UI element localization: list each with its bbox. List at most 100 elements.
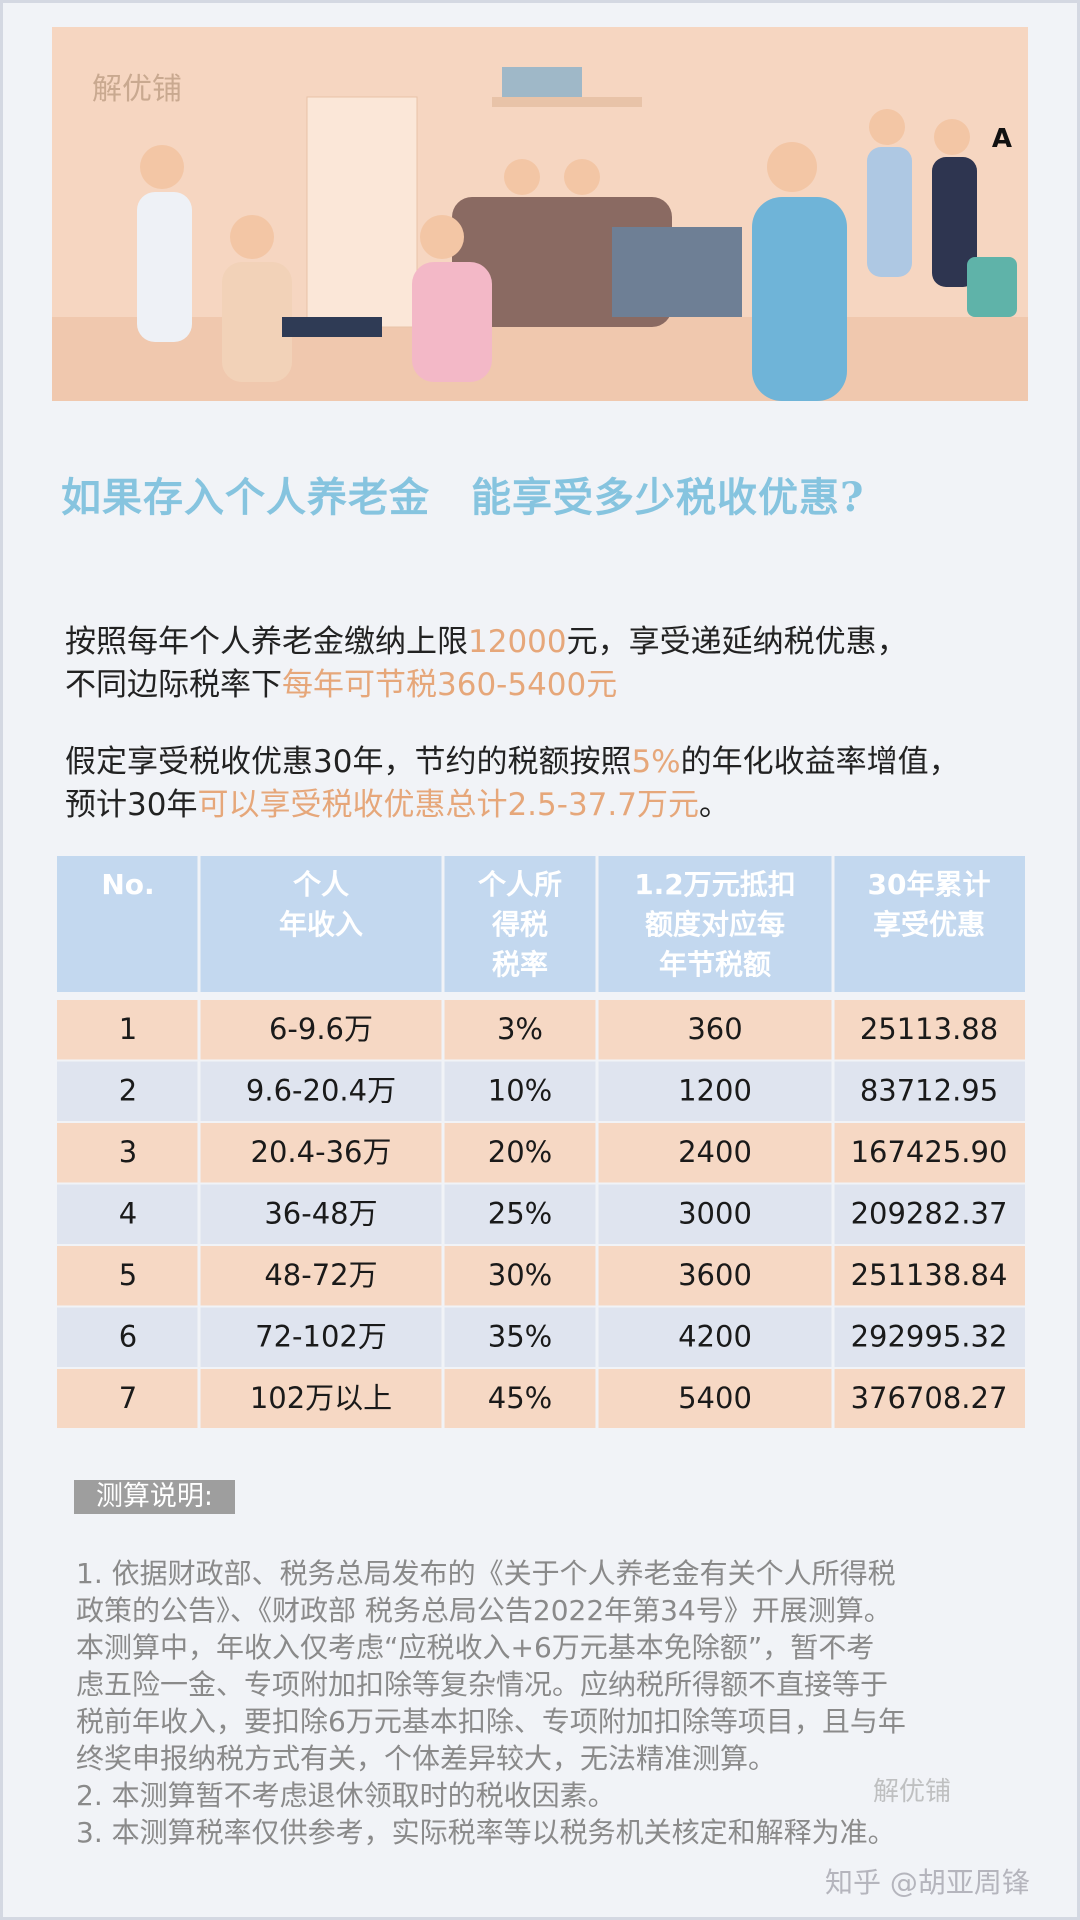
figure [932, 157, 977, 287]
tv-stand [612, 227, 742, 317]
brand-watermark: 解优铺 [92, 72, 182, 107]
cell: 83712.95 [860, 1073, 998, 1107]
header-cell: 享受优惠 [873, 908, 985, 941]
notes-heading: 测算说明: [74, 1480, 235, 1514]
note-line: 政策的公告》、《财政部 税务总局公告2022年第34号》开展测算。 [76, 1594, 892, 1627]
cell: 1 [119, 1012, 137, 1046]
paragraph-line: 按照每年个人养老金缴纳上限12000元，享受递延纳税优惠， [65, 621, 908, 664]
illustration: 解优铺 A [52, 27, 1028, 401]
header-cell: 个人 [293, 868, 349, 901]
paragraph-line: 假定享受税收优惠30年，节约的税额按照5%的年化收益率增值， [65, 741, 960, 784]
cell: 6 [119, 1319, 137, 1353]
note-line: 1. 依据财政部、税务总局发布的《关于个人养老金有关个人所得税 [76, 1557, 896, 1590]
body-text: 预计30年 [65, 787, 198, 823]
note-line: 2. 本测算暂不考虑退休领取时的税收因素。 [76, 1779, 616, 1812]
figure [420, 215, 464, 259]
watermark: 知乎 @胡亚周锋 [825, 1866, 1030, 1899]
cell: 72-102万 [255, 1319, 387, 1353]
books [502, 67, 582, 97]
cell: 3600 [678, 1258, 752, 1292]
title: 如果存入个人养老金 能享受多少税收优惠? [61, 474, 865, 521]
shelf [492, 97, 642, 107]
header-cell: 年节税额 [659, 948, 771, 981]
cell: 167425.90 [851, 1135, 1008, 1169]
cell: 45% [488, 1381, 552, 1415]
cell: 20% [488, 1135, 552, 1169]
body-text: 不同边际税率下 [65, 667, 282, 703]
floor [52, 317, 1028, 401]
cell: 25113.88 [860, 1012, 998, 1046]
figure [412, 262, 492, 382]
note-line: 本测算中，年收入仅考虑“应税收入+6万元基本免除额”，暂不考 [76, 1631, 875, 1664]
cell: 376708.27 [851, 1381, 1008, 1415]
figure [867, 147, 912, 277]
plant [967, 257, 1017, 317]
row-bg [57, 1184, 1025, 1244]
row-bg [57, 1000, 1025, 1060]
cell: 3000 [678, 1196, 752, 1230]
body-text: 的年化收益率增值， [680, 744, 960, 780]
figure [564, 159, 600, 195]
cell: 3 [119, 1135, 137, 1169]
cell: 209282.37 [851, 1196, 1008, 1230]
cell: 35% [488, 1319, 552, 1353]
cell: 2400 [678, 1135, 752, 1169]
figure [230, 215, 274, 259]
header-cell: 个人所 [478, 868, 562, 901]
header-cell: No. [101, 868, 154, 901]
cabinet [306, 96, 418, 328]
header-cell: 30年累计 [868, 868, 991, 901]
row-bg [57, 1246, 1025, 1306]
cell: 5 [119, 1258, 137, 1292]
table-prop [282, 317, 382, 337]
row-bg [57, 1061, 1025, 1121]
notes: 1. 依据财政部、税务总局发布的《关于个人养老金有关个人所得税 政策的公告》、《财… [76, 1555, 906, 1851]
figure [137, 192, 192, 342]
body-text: 假定享受税收优惠30年，节约的税额按照 [65, 744, 632, 780]
note-line: 3. 本测算税率仅供参考，实际税率等以税务机关核定和解释为准。 [76, 1816, 896, 1849]
badge: A [992, 124, 1012, 154]
figure [140, 145, 184, 189]
figure [752, 197, 847, 401]
watermark: 解优铺 [873, 1777, 952, 1807]
cell: 7 [119, 1381, 137, 1415]
cell: 3% [497, 1012, 543, 1046]
cell: 36-48万 [264, 1196, 377, 1230]
header-cell: 税率 [492, 948, 548, 981]
paragraph-line: 不同边际税率下每年可节税360-5400元 [65, 664, 908, 707]
cell: 1200 [678, 1073, 752, 1107]
body-text: 。 [698, 787, 730, 823]
header-cell: 得税 [491, 908, 548, 941]
note-line: 虑五险一金、专项附加扣除等复杂情况。应纳税所得额不直接等于 [76, 1668, 889, 1701]
cell: 10% [488, 1073, 552, 1107]
figure [869, 109, 905, 145]
cell: 102万以上 [250, 1381, 392, 1415]
cell: 9.6-20.4万 [246, 1073, 396, 1107]
figure [767, 142, 817, 192]
figure [222, 262, 292, 382]
cell: 5400 [678, 1381, 752, 1415]
paragraph: 假定享受税收优惠30年，节约的税额按照5%的年化收益率增值， 预计30年可以享受税… [65, 741, 960, 827]
row-bg [57, 1369, 1025, 1428]
cell: 30% [488, 1258, 552, 1292]
header-cell: 年收入 [279, 908, 363, 941]
cell: 360 [687, 1012, 742, 1046]
header-cell: 1.2万元抵扣 [634, 868, 796, 901]
note-line: 税前年收入，要扣除6万元基本扣除、专项附加扣除等项目，且与年 [76, 1705, 906, 1738]
figure [934, 119, 970, 155]
cell: 4200 [678, 1319, 752, 1353]
row-bg [57, 1123, 1025, 1183]
cell: 4 [119, 1196, 137, 1230]
cell: 251138.84 [851, 1258, 1008, 1292]
cell: 25% [488, 1196, 552, 1230]
cell: 6-9.6万 [269, 1012, 373, 1046]
cell: 48-72万 [264, 1258, 377, 1292]
cell: 292995.32 [851, 1319, 1008, 1353]
header-cell: 额度对应每 [645, 908, 785, 941]
cell: 20.4-36万 [251, 1135, 392, 1169]
highlight-text: 每年可节税360-5400元 [282, 667, 618, 703]
highlight-text: 5% [631, 744, 681, 780]
paragraph-line: 预计30年可以享受税收优惠总计2.5-37.7万元。 [65, 784, 960, 827]
